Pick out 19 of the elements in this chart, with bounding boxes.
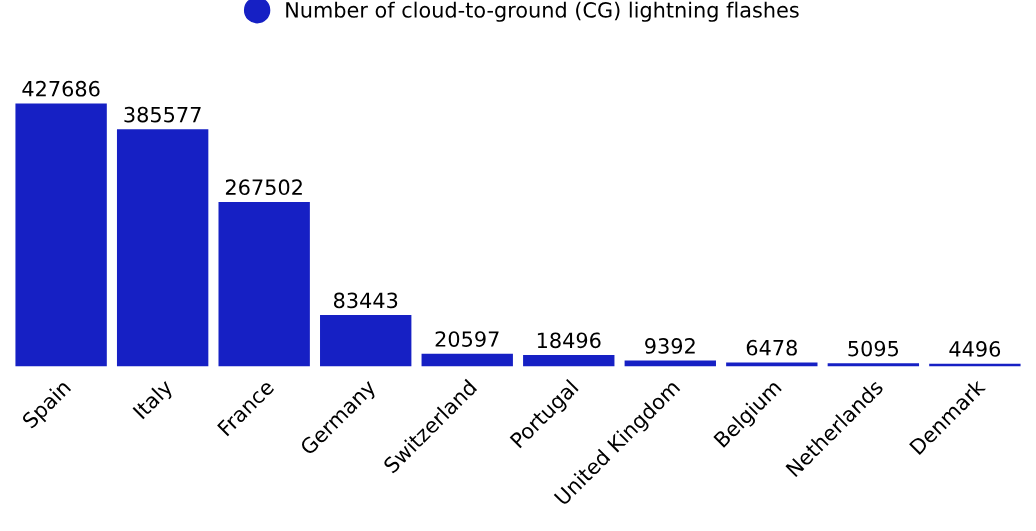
data-label: 20597: [435, 331, 499, 347]
bar: [726, 362, 818, 367]
data-label: 18496: [537, 332, 601, 349]
bar: [218, 201, 310, 367]
legend-label: Number of cloud-to-ground (CG) lightning flashes: [286, 1, 799, 22]
data-label: 5095: [848, 340, 899, 357]
bar: [523, 355, 615, 367]
bar: [320, 315, 412, 367]
data-label: 6478: [746, 339, 797, 356]
bar: [116, 129, 209, 367]
data-label: 267502: [225, 179, 302, 196]
data-label: 385577: [124, 106, 201, 123]
bar: [421, 353, 513, 367]
data-label: 4496: [949, 341, 1001, 357]
data-label: 427686: [22, 80, 100, 97]
data-label: 83443: [333, 292, 398, 309]
bar: [827, 363, 920, 367]
data-label: 9392: [645, 338, 695, 354]
bar: [15, 103, 107, 367]
